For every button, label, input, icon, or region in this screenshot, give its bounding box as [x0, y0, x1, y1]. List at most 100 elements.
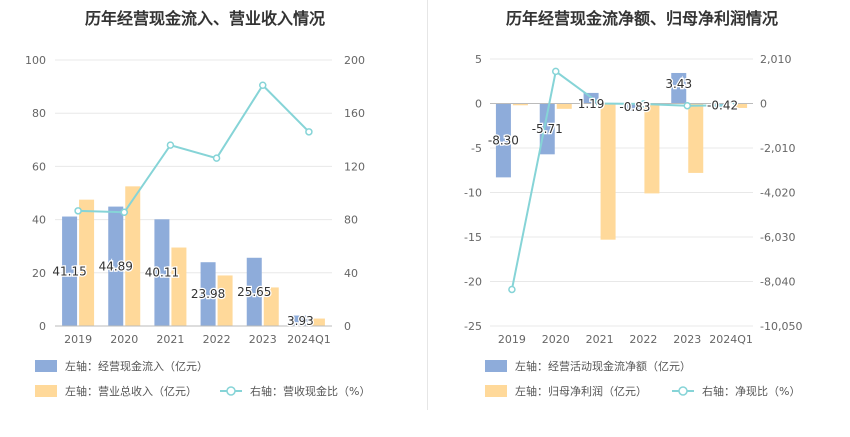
right-axis-tick-label: 200: [344, 54, 365, 67]
data-label: 41.15: [52, 264, 86, 278]
legend-swatch-bar-secondary: [35, 385, 57, 397]
right-axis-tick-label: 0: [760, 98, 767, 111]
legend-label: 右轴：营收现金比（%）: [250, 384, 370, 398]
x-axis-tick-label: 2021: [586, 333, 614, 346]
x-axis-tick-label: 2023: [249, 333, 277, 346]
bar-secondary: [644, 103, 660, 194]
bar-primary: [539, 103, 555, 155]
bar-primary: [108, 206, 124, 326]
bar-primary: [495, 103, 511, 178]
bar-secondary: [171, 247, 187, 326]
bar-primary: [154, 219, 170, 326]
x-axis-tick-label: 2024Q1: [287, 333, 331, 346]
data-label: 25.65: [237, 285, 271, 299]
legend-swatch-bar-secondary: [485, 385, 507, 397]
bar-secondary: [732, 103, 748, 108]
legend-swatch-bar-primary: [485, 360, 507, 372]
x-axis-tick-label: 2019: [498, 333, 526, 346]
left-axis-tick-label: 5: [475, 53, 482, 66]
bar-secondary: [217, 275, 233, 326]
x-axis-tick-label: 2019: [64, 333, 92, 346]
ratio-point: [120, 208, 128, 217]
data-label: 23.98: [191, 287, 225, 301]
bar-secondary: [309, 318, 325, 326]
ratio-point: [74, 207, 82, 215]
ratio-point: [552, 67, 560, 76]
ratio-line: [510, 69, 732, 290]
x-axis-tick-label: 2021: [156, 333, 184, 346]
left-axis-tick-label: -20: [464, 276, 482, 289]
legend-label: 左轴：经营现金流入（亿元）: [65, 359, 208, 373]
data-label: -0.42: [707, 98, 738, 112]
right-axis-tick-label: 2,010: [760, 53, 792, 66]
x-axis-tick-label: 2023: [673, 333, 701, 346]
legend-label: 左轴：营业总收入（亿元）: [65, 384, 197, 398]
left-axis-tick-label: 20: [32, 267, 46, 280]
chart-title: 历年经营现金流入、营业收入情况: [85, 9, 325, 28]
right-axis-tick-label: 0: [344, 320, 351, 333]
ratio-point: [595, 99, 604, 108]
left-axis-tick-label: -5: [471, 142, 482, 155]
left-axis-tick-label: 80: [32, 107, 46, 120]
right-axis-tick-label: -6,030: [760, 231, 795, 244]
data-label: 3.93: [287, 314, 314, 328]
legend-label: 左轴：经营活动现金流净额（亿元）: [515, 359, 691, 373]
bar-secondary: [556, 103, 572, 109]
ratio-point: [683, 101, 691, 110]
bar-secondary: [79, 199, 95, 326]
bar-secondary: [600, 103, 616, 240]
data-label: 1.19: [578, 97, 605, 111]
x-axis-tick-label: 2022: [629, 333, 657, 346]
data-label: 3.43: [665, 77, 692, 91]
ratio-point: [508, 285, 516, 294]
bar-primary: [62, 216, 78, 326]
left-axis-tick-label: 40: [32, 214, 46, 227]
left-axis-tick-label: 0: [39, 320, 46, 333]
ratio-point: [727, 101, 735, 110]
legend-swatch-point: [678, 386, 688, 396]
bar-primary: [671, 72, 687, 104]
panel-divider: [427, 0, 428, 410]
x-axis-tick-label: 2020: [110, 333, 138, 346]
ratio-point: [166, 141, 175, 149]
bar-primary: [200, 262, 216, 326]
ratio-point: [212, 154, 221, 162]
ratio-point: [305, 128, 313, 136]
ratio-point: [639, 100, 648, 108]
right-axis-tick-label: -2,010: [760, 142, 795, 155]
legend-swatch-point: [226, 386, 236, 396]
data-label: 40.11: [145, 266, 179, 280]
left-axis-tick-label: 100: [25, 54, 46, 67]
x-axis-tick-label: 2024Q1: [709, 333, 753, 346]
ratio-point: [259, 81, 267, 90]
bar-secondary: [125, 186, 141, 326]
bar-primary: [246, 257, 262, 326]
left-axis-tick-label: 0: [475, 98, 482, 111]
right-axis-tick-label: 120: [344, 160, 365, 173]
right-axis-tick-label: -10,050: [760, 320, 802, 333]
left-axis-tick-label: -10: [464, 187, 482, 200]
left-axis-tick-label: -15: [464, 231, 482, 244]
chart-title: 历年经营现金流净额、归母净利润情况: [506, 9, 778, 28]
x-axis-tick-label: 2022: [203, 333, 231, 346]
ratio-line: [78, 83, 310, 214]
bar-secondary: [263, 287, 279, 326]
right-axis-tick-label: -4,020: [760, 187, 795, 200]
data-label: -0.83: [619, 100, 650, 114]
data-label: -5.71: [532, 122, 563, 136]
right-axis-tick-label: 80: [344, 214, 358, 227]
bar-secondary: [688, 103, 704, 173]
right-axis-tick-label: 160: [344, 107, 365, 120]
left-axis-tick-label: 60: [32, 160, 46, 173]
data-label: 44.89: [99, 259, 133, 273]
legend-swatch-bar-primary: [35, 360, 57, 372]
x-axis-tick-label: 2020: [542, 333, 570, 346]
left-axis-tick-label: -25: [464, 320, 482, 333]
data-label: -8.30: [488, 133, 519, 147]
bar-secondary: [512, 103, 528, 106]
right-axis-tick-label: -8,040: [760, 276, 795, 289]
bar-primary: [292, 315, 308, 326]
legend-label: 左轴：归母净利润（亿元）: [515, 384, 647, 398]
bar-primary: [627, 103, 643, 111]
